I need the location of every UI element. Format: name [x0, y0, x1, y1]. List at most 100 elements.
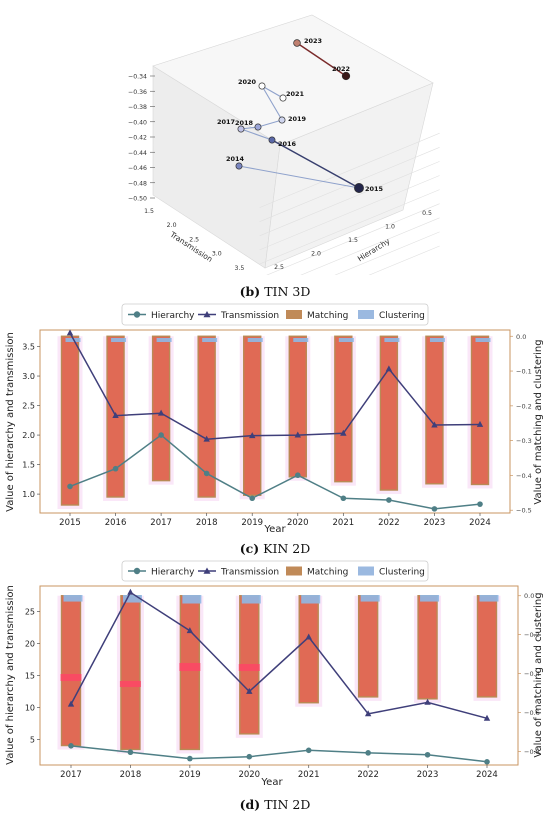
- right-tick-label: −0.8: [524, 748, 540, 756]
- hierarchy-point: [203, 470, 210, 477]
- x-tick-label: 2018: [196, 518, 218, 528]
- transmission-tick-label: 2.5: [189, 236, 199, 243]
- clustering-bar: [338, 338, 354, 342]
- matching-bar: [120, 595, 141, 751]
- point-label-2017: 2017: [217, 118, 235, 126]
- matching-swatch-icon: [286, 310, 302, 319]
- clustering-swatch-icon: [358, 566, 374, 576]
- point-2014: [235, 162, 243, 170]
- point-label-2021: 2021: [286, 90, 305, 98]
- left-tick-label: 3.5: [22, 343, 35, 352]
- left-tick-label: 3.0: [22, 372, 35, 381]
- pane-back-wall: [152, 14, 434, 146]
- left-tick-label: 1.0: [22, 490, 35, 499]
- hierarchy-point: [386, 497, 392, 503]
- transmission-point: [483, 714, 491, 721]
- transmission-tick-label: 3.0: [212, 251, 222, 258]
- caption-d-text: TIN 2D: [264, 797, 311, 812]
- matching-bar: [379, 335, 399, 491]
- right-tick-label: −0.1: [516, 368, 532, 376]
- clustering-bar: [479, 595, 499, 602]
- transmission-point: [476, 420, 484, 427]
- transmission-point: [340, 429, 347, 436]
- clustering-bar: [384, 338, 400, 342]
- trajectory-segment: [238, 165, 360, 189]
- x-tick-label: 2023: [424, 518, 446, 528]
- trajectory-segment: [257, 119, 283, 128]
- z-tick-label: −0.40: [128, 119, 147, 126]
- z-tick-label: −0.50: [128, 196, 147, 203]
- transmission-point: [294, 431, 301, 438]
- trajectory-segment: [271, 139, 360, 189]
- x-tick-label: 2015: [59, 518, 81, 528]
- matching-swatch-icon: [286, 566, 302, 576]
- left-tick-label: 15: [25, 672, 35, 681]
- x-axis-ticks: 2017 2018 2019 2020 2021 2022 2023 2024: [60, 765, 498, 780]
- right-tick-label: −0.2: [516, 402, 532, 410]
- hierarchy-point: [305, 747, 312, 754]
- hierarchy-point: [68, 743, 74, 749]
- bars: [57, 595, 501, 754]
- legend-matching: Matching: [286, 310, 348, 321]
- right-tick-label: −0.6: [524, 709, 540, 717]
- right-tick-label: −0.2: [524, 631, 540, 639]
- hierarchy-point: [365, 750, 371, 756]
- matching-bar: [60, 595, 82, 747]
- legend-hierarchy-label: Hierarchy: [151, 568, 195, 578]
- grid-line: [259, 161, 440, 237]
- z-tick-label: −0.42: [128, 135, 147, 142]
- z-axis-ticks: −0.34 −0.36 −0.38 −0.40 −0.42 −0.44 −0.46 −0.48…: [128, 74, 155, 203]
- hierarchy-point: [431, 506, 438, 512]
- left-tick-label: 2.5: [22, 402, 35, 411]
- x-tick-label: 2022: [378, 518, 400, 528]
- hierarchy-point: [340, 495, 347, 502]
- matching-bar: [476, 595, 498, 698]
- transmission-axis-label: Transmission: [168, 229, 215, 264]
- point-label-2015: 2015: [365, 185, 384, 193]
- highlight-mark: [60, 674, 82, 681]
- z-tick-label: −0.34: [128, 74, 147, 81]
- hierarchy-point: [424, 751, 431, 758]
- point-label-2014: 2014: [226, 155, 245, 163]
- matching-bar: [417, 595, 438, 700]
- matching-bar: [288, 335, 307, 478]
- caption-b-text: TIN 3D: [264, 284, 311, 299]
- transmission-point: [424, 698, 431, 705]
- right-tick-label: −0.5: [516, 507, 532, 515]
- legend-matching-label: Matching: [307, 568, 348, 578]
- right-tick-label: 0.0: [524, 592, 534, 600]
- left-axis-ticks: 5 10 15 20 25: [25, 608, 40, 744]
- transmission-point: [431, 421, 438, 428]
- legend-clustering: Clustering: [358, 566, 425, 578]
- grid-line: [259, 132, 440, 208]
- clustering-bar: [111, 338, 127, 342]
- clustering-bar: [301, 595, 321, 604]
- grid-line: [334, 231, 440, 275]
- trajectory-segment: [261, 85, 284, 99]
- tin-3d-chart: −0.34 −0.36 −0.38 −0.40 −0.42 −0.44 −0.46 −0.48…: [128, 14, 440, 275]
- legend-hierarchy-label: Hierarchy: [151, 311, 195, 321]
- clustering-bar: [63, 595, 83, 602]
- y2-axis-label: Value of matching and clustering: [533, 592, 544, 757]
- hierarchy-point: [294, 472, 301, 479]
- line-markers: [66, 329, 484, 512]
- y2-axis-label: Value of matching and clustering: [533, 339, 544, 504]
- point-label-2023: 2023: [304, 37, 322, 45]
- highlight-mark: [238, 664, 260, 671]
- matching-bar: [197, 335, 216, 498]
- caption-c: (c) KIN 2D: [0, 541, 550, 556]
- hierarchy-point: [158, 432, 164, 438]
- plot-frame: [39, 329, 511, 514]
- right-tick-label: −0.4: [524, 670, 540, 678]
- transmission-point: [66, 329, 74, 336]
- right-axis-ticks: 0.0 −0.2 −0.4 −0.6 −0.8: [518, 592, 540, 756]
- lines: [69, 332, 481, 510]
- hierarchy-tick-label: 2.5: [274, 264, 284, 271]
- clustering-bar: [65, 338, 81, 342]
- clustering-bar: [360, 595, 380, 602]
- caption-c-text: KIN 2D: [263, 541, 311, 556]
- transmission-marker-icon: [203, 567, 211, 574]
- hierarchy-tick-label: 2.0: [311, 251, 321, 258]
- hierarchy-tick-label: 0.5: [422, 210, 432, 217]
- trajectory-lines: [238, 42, 360, 189]
